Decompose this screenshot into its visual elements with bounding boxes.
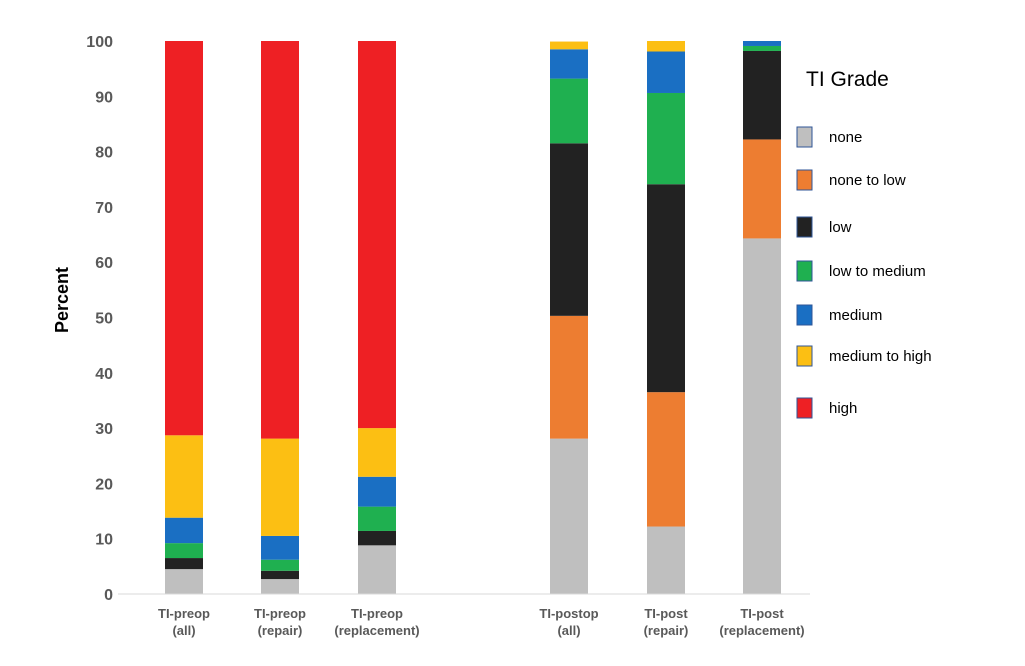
- bar-segment: [358, 506, 396, 531]
- y-tick-label: 0: [104, 587, 113, 604]
- bar-segment: [550, 438, 588, 594]
- x-tick-label: TI-preop: [254, 606, 306, 621]
- bar-segment: [743, 50, 781, 140]
- bar-segment: [743, 45, 781, 51]
- bar-segment: [647, 392, 685, 527]
- bar-segment: [261, 559, 299, 571]
- bar-segment: [358, 530, 396, 546]
- bar-segment: [550, 49, 588, 79]
- legend-label: medium to high: [829, 348, 932, 365]
- bar-stacks: [165, 41, 781, 594]
- bar-segment: [261, 570, 299, 580]
- legend-label: none: [829, 129, 862, 146]
- bar-segment: [743, 139, 781, 239]
- y-tick-label: 60: [95, 255, 113, 272]
- bar-segment: [647, 41, 685, 52]
- bar-segment: [743, 41, 781, 46]
- bar-segment: [647, 526, 685, 594]
- x-tick-label: TI-post: [740, 606, 784, 621]
- legend: none none to low low low to medium medium med…: [796, 126, 932, 419]
- bar-segment: [165, 41, 203, 436]
- x-tick-label: TI-preop: [351, 606, 403, 621]
- x-tick-label: TI-post: [644, 606, 688, 621]
- y-tick-label: 10: [95, 532, 113, 549]
- x-axis-category-labels: TI-preop (all) TI-preop (repair) TI-preop (re…: [158, 606, 805, 638]
- y-axis-title: Percent: [52, 267, 72, 333]
- legend-label: low to medium: [829, 263, 926, 280]
- x-tick-label: (repair): [644, 623, 689, 638]
- legend-swatch: [796, 216, 813, 238]
- x-tick-label: (all): [172, 623, 195, 638]
- bar-segment: [358, 545, 396, 594]
- bar-segment: [165, 569, 203, 594]
- x-tick-label: TI-preop: [158, 606, 210, 621]
- legend-swatch: [796, 345, 813, 367]
- y-tick-label: 80: [95, 145, 113, 162]
- bar-segment: [550, 315, 588, 439]
- x-tick-label: TI-postop: [539, 606, 598, 621]
- bar-segment: [261, 579, 299, 594]
- legend-label: medium: [829, 307, 882, 324]
- legend-title: TI Grade: [806, 68, 889, 91]
- bar-segment: [165, 517, 203, 544]
- bar-segment: [358, 476, 396, 507]
- legend-label: none to low: [829, 172, 906, 189]
- bar-segment: [261, 535, 299, 560]
- y-tick-label: 50: [95, 311, 113, 328]
- y-axis-ticks: 0 10 20 30 40 50 60 70 80 90 100: [86, 34, 113, 604]
- legend-swatch: [796, 304, 813, 326]
- x-tick-label: (all): [557, 623, 580, 638]
- bar-segment: [647, 51, 685, 93]
- bar-segment: [165, 543, 203, 559]
- bar-segment: [358, 41, 396, 429]
- bar-segment: [261, 41, 299, 439]
- bar-segment: [261, 438, 299, 536]
- legend-label: low: [829, 219, 852, 236]
- legend-swatch: [796, 169, 813, 191]
- legend-swatch: [796, 397, 813, 419]
- x-tick-label: (replacement): [719, 623, 804, 638]
- y-tick-label: 100: [86, 34, 113, 51]
- bar-segment: [550, 143, 588, 316]
- y-tick-label: 70: [95, 200, 113, 217]
- bar-segment: [165, 435, 203, 518]
- y-tick-label: 40: [95, 366, 113, 383]
- x-tick-label: (replacement): [334, 623, 419, 638]
- y-tick-label: 20: [95, 476, 113, 493]
- y-tick-label: 30: [95, 421, 113, 438]
- bar-segment: [550, 78, 588, 144]
- legend-swatch: [796, 260, 813, 282]
- bar-segment: [647, 92, 685, 185]
- legend-label: high: [829, 400, 857, 417]
- bar-segment: [743, 238, 781, 594]
- y-tick-label: 90: [95, 89, 113, 106]
- bar-segment: [550, 41, 588, 50]
- bar-segment: [647, 184, 685, 393]
- legend-swatch: [796, 126, 813, 148]
- x-tick-label: (repair): [258, 623, 303, 638]
- bar-segment: [165, 558, 203, 570]
- bar-segment: [358, 428, 396, 477]
